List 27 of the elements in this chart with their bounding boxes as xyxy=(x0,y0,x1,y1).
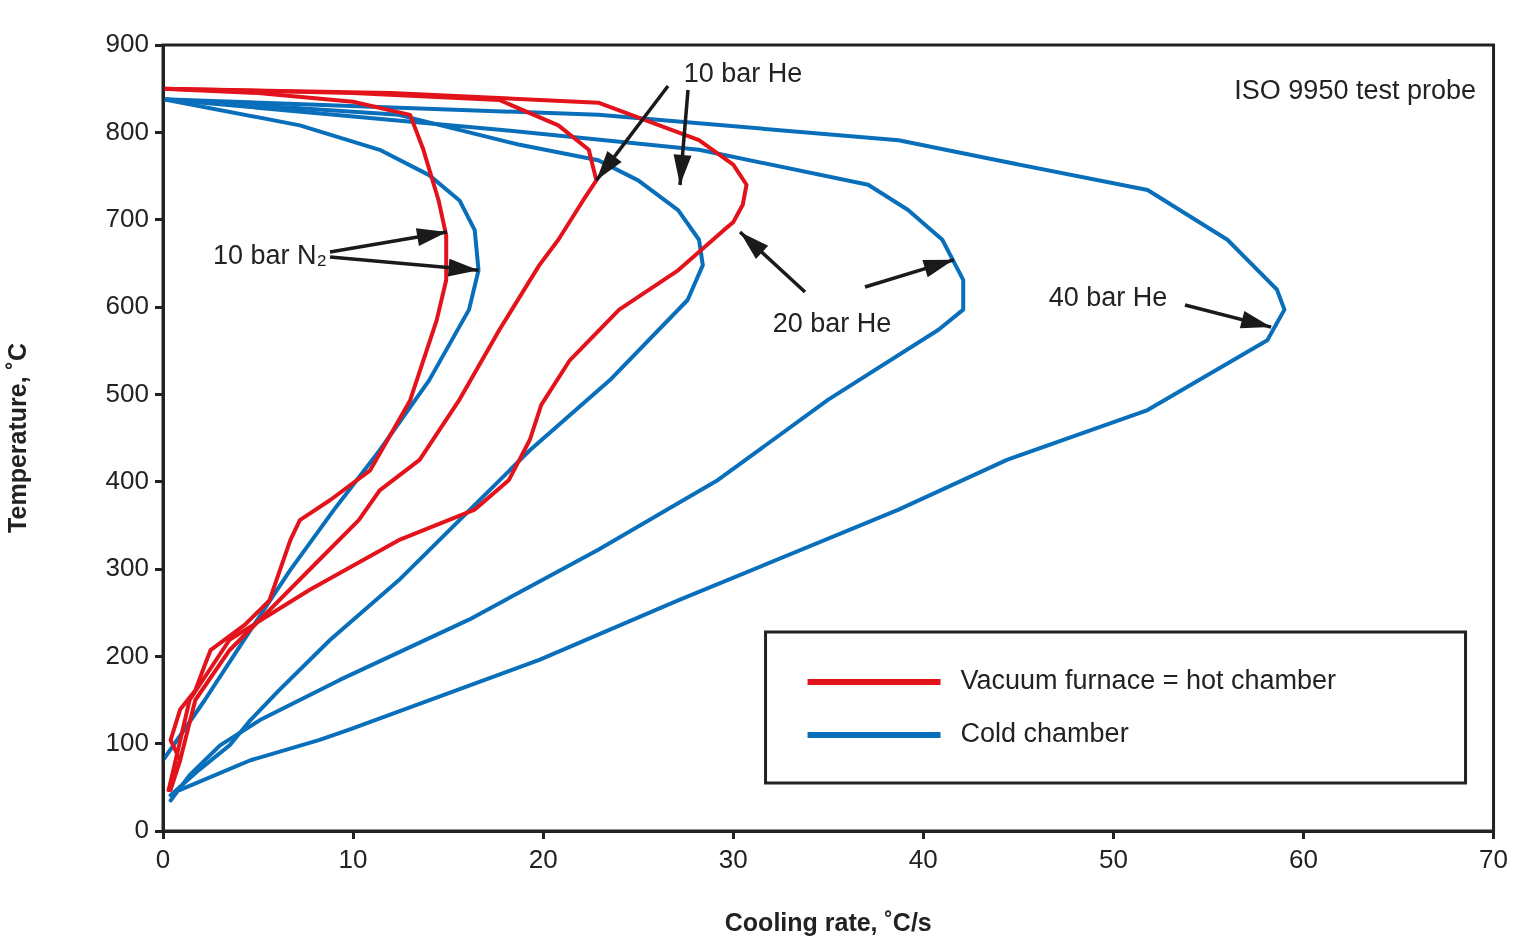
annotation: 20 bar He xyxy=(772,307,892,339)
y-tick-label: 800 xyxy=(105,115,149,146)
x-axis-title: Cooling rate, ˚C/s xyxy=(724,907,932,936)
x-tick-label: 70 xyxy=(1479,843,1508,874)
legend-label: Vacuum furnace = hot chamber xyxy=(960,665,1337,696)
annotation: 40 bar He xyxy=(1048,281,1168,313)
x-tick-label: 60 xyxy=(1289,843,1318,874)
x-tick-label: 40 xyxy=(908,843,938,874)
annotation: ISO 9950 test probe xyxy=(1234,74,1476,106)
y-tick-label: 900 xyxy=(105,28,149,59)
y-tick-label: 500 xyxy=(105,377,149,408)
annotation: 10 bar N₂ xyxy=(212,239,328,271)
x-tick-label: 50 xyxy=(1098,843,1128,874)
annotation: 10 bar He xyxy=(683,57,803,89)
y-tick-label: 100 xyxy=(105,726,149,757)
y-tick-label: 400 xyxy=(105,464,149,495)
y-tick-label: 300 xyxy=(105,552,149,583)
y-tick-label: 200 xyxy=(105,639,149,670)
x-tick-label: 20 xyxy=(528,843,558,874)
y-tick-label: 700 xyxy=(105,202,149,233)
x-tick-label: 30 xyxy=(718,843,748,874)
y-tick-label: 600 xyxy=(105,290,149,321)
x-tick-label: 0 xyxy=(155,843,171,874)
y-axis-title: Temperature, ˚C xyxy=(2,343,31,533)
x-tick-label: 10 xyxy=(338,843,368,874)
y-tick-label: 0 xyxy=(134,814,149,845)
legend-label: Cold chamber xyxy=(960,718,1129,749)
